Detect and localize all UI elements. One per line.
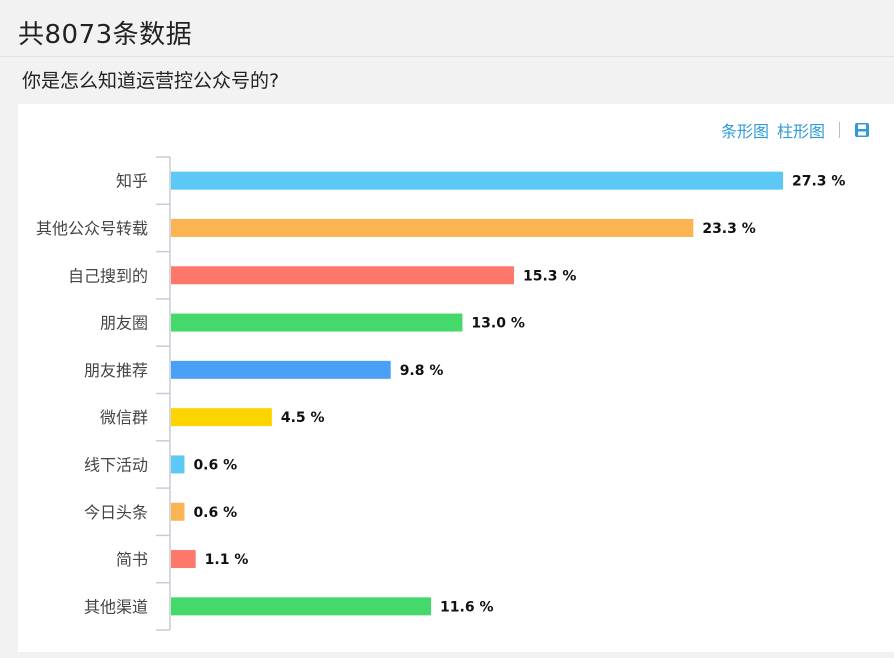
value-label: 4.5 %: [281, 410, 325, 426]
toolbar-divider: [839, 122, 840, 138]
value-label: 0.6 %: [193, 505, 237, 521]
value-label: 23.3 %: [702, 221, 755, 237]
value-label: 0.6 %: [193, 457, 237, 473]
category-label: 自己搜到的: [68, 266, 148, 285]
category-label: 简书: [116, 550, 148, 569]
value-label: 15.3 %: [523, 268, 576, 284]
category-label: 朋友推荐: [84, 361, 148, 380]
category-label: 其他公众号转载: [36, 219, 148, 238]
bar: [171, 218, 694, 237]
category-label: 微信群: [100, 408, 148, 427]
bar: [171, 550, 196, 569]
header: 共8073条数据: [0, 0, 894, 57]
category-label: 知乎: [116, 172, 148, 191]
chart-panel: 知乎 27.3 % 其他公众号转载 23.3 % 自己搜到的 15.3 % 朋友圈 13.0 …: [18, 104, 894, 652]
category-label: 线下活动: [84, 455, 148, 474]
value-label: 27.3 %: [792, 174, 845, 190]
bar-chart: 知乎 27.3 % 其他公众号转载 23.3 % 自己搜到的 15.3 % 朋友圈 13.0 …: [36, 156, 845, 631]
bar: [171, 313, 463, 332]
save-icon[interactable]: [854, 122, 870, 138]
question-title: 你是怎么知道运营控公众号的?: [22, 70, 280, 92]
value-label: 1.1 %: [205, 552, 249, 568]
bar: [171, 360, 391, 379]
bar: [171, 408, 272, 427]
bar: [171, 266, 514, 285]
bar: [171, 597, 432, 616]
value-label: 9.8 %: [400, 363, 444, 379]
bar: [171, 502, 185, 521]
chart-toolbar: 条形图 柱形图: [721, 118, 870, 142]
column-chart-toggle[interactable]: 柱形图: [776, 122, 825, 141]
bar-chart-toggle[interactable]: 条形图: [720, 122, 769, 141]
value-label: 13.0 %: [471, 316, 524, 332]
category-label: 朋友圈: [100, 314, 148, 333]
category-label: 今日头条: [84, 503, 148, 522]
bar: [171, 171, 783, 190]
category-label: 其他渠道: [84, 597, 148, 616]
bar: [171, 455, 185, 474]
record-count-title: 共8073条数据: [18, 20, 193, 50]
value-label: 11.6 %: [440, 599, 493, 615]
